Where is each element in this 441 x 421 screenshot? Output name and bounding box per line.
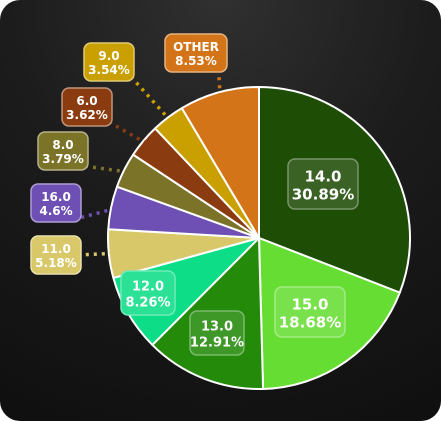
slice-category-08: 9.0 [98,49,119,63]
slice-category-09: OTHER [173,40,219,54]
leader-line-05 [78,206,116,220]
slice-percent-05: 4.6% [39,204,72,218]
slice-percent-04: 5.18% [35,256,77,270]
slice-percent-07: 3.62% [66,108,108,122]
slice-label-05: 16.04.6% [30,183,82,223]
slice-label-04: 11.05.18% [30,235,82,275]
slice-category-07: 6.0 [76,94,97,108]
label-box-06 [37,131,89,171]
slice-label-08: 9.03.54% [83,42,135,82]
label-box-04 [30,235,82,275]
slice-label-07: 6.03.62% [61,87,113,127]
label-box-09 [164,33,228,73]
slice-percent-02: 12.91% [190,335,244,350]
slice-label-02: 13.012.91% [189,310,245,356]
slice-label-01: 15.018.68% [274,286,346,338]
label-box-03 [120,270,176,316]
slice-percent-03: 8.26% [125,295,170,310]
slice-category-04: 11.0 [41,242,71,256]
slice-percent-08: 3.54% [88,63,130,77]
label-box-05 [30,183,82,223]
slice-label-03: 12.08.26% [120,270,176,316]
slice-category-01: 15.0 [291,295,328,313]
slice-label-00: 14.030.89% [287,158,359,210]
slice-percent-01: 18.68% [279,313,341,331]
slice-category-00: 14.0 [304,167,341,185]
slice-category-06: 8.0 [52,138,73,152]
leader-line-06 [85,164,128,174]
slice-percent-09: 8.53% [175,54,217,68]
label-box-01 [274,286,346,338]
leader-line-07 [108,120,148,145]
leader-line-04 [78,251,113,257]
label-box-02 [189,310,245,356]
pie-slice-09[interactable] [180,86,260,239]
label-box-08 [83,42,135,82]
slice-category-02: 13.0 [201,320,233,335]
leader-line-08 [130,76,172,122]
slice-percent-06: 3.79% [42,152,84,166]
label-box-00 [287,158,359,210]
label-box-07 [61,87,113,127]
slice-category-05: 16.0 [41,190,71,204]
slice-percent-00: 30.89% [292,185,354,203]
slice-label-06: 8.03.79% [37,131,89,171]
slice-category-03: 12.0 [132,280,164,295]
